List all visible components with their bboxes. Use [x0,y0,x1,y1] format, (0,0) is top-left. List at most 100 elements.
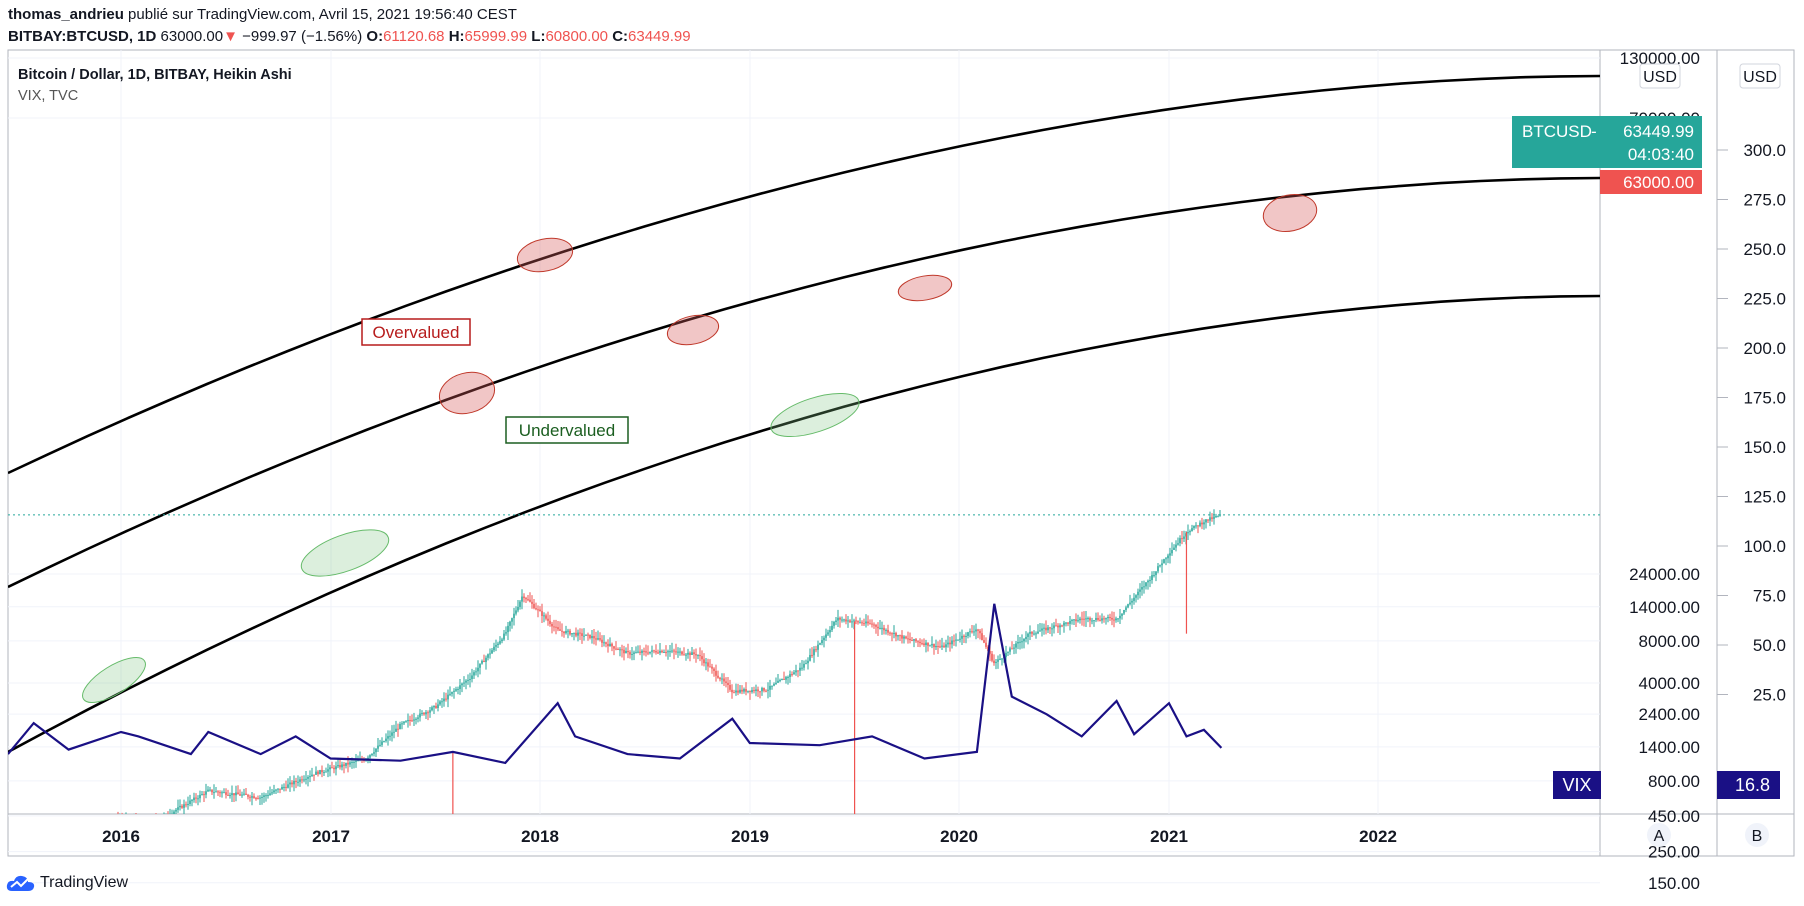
candle-body [11,847,13,848]
tradingview-logo[interactable]: TradingView [6,873,128,893]
vix-legend[interactable]: VIX, TVC [18,88,79,104]
candle-body [501,639,503,642]
candle-body [817,644,819,650]
candle-body [1155,571,1157,576]
candle-body [525,598,527,600]
candle-body [635,652,637,654]
overvalued-annotation: Overvalued [361,318,471,346]
candle-body [293,780,295,785]
candle-body [369,755,371,758]
candle-body [395,728,397,732]
candle-body [415,718,417,720]
candle-body [829,630,831,633]
candle-body [515,610,517,614]
candle-body [809,654,811,661]
candle-body [559,629,561,631]
candle-body [513,613,515,619]
candle-body [871,623,873,625]
candle-body [1093,620,1095,622]
price-tick-label: 1400.00 [1639,738,1700,757]
candle-body [499,641,501,644]
candle-body [199,794,201,799]
candle-body [337,764,339,767]
candle-body [955,639,957,641]
candle-body [157,822,159,823]
candle-body [81,839,83,843]
candle-body [905,636,907,639]
main-legend[interactable]: Bitcoin / Dollar, 1D, BITBAY, Heikin Ash… [18,67,292,83]
overvalued-label: Overvalued [373,323,460,342]
down-arrow-icon: ▼ [223,28,238,45]
candle-body [621,649,623,651]
candle-body [9,847,11,848]
candle-body [385,738,387,742]
candle-body [1119,615,1121,619]
candle-body [811,654,813,656]
candle-body [1057,625,1059,628]
candle-body [1077,620,1079,622]
candle-body [1171,549,1173,554]
price-tick-label: 450.00 [1648,807,1700,826]
candle-body [439,701,441,705]
candle-body [437,704,439,708]
price-tick-label: 24000.00 [1629,565,1700,584]
price-tick-label: 800.00 [1648,772,1700,791]
candle-body [631,653,633,655]
candle-body [581,633,583,636]
candle-body [979,630,981,634]
candle-body [299,779,301,782]
candle-body [633,652,635,654]
candle-body [813,649,815,656]
candle-body [111,821,113,822]
candle-body [1017,641,1019,644]
candle-body [897,635,899,637]
candle-body [995,661,997,664]
candle-body [1141,587,1143,590]
badge-countdown: 04:03:40 [1628,145,1694,164]
candle-body [255,798,257,800]
candle-body [1117,618,1119,620]
candle-body [151,820,153,822]
candle-body [697,655,699,657]
last-price-badge-value: 63000.00 [1623,173,1694,192]
publish-info: thomas_andrieu publié sur TradingView.co… [8,6,517,23]
svg-text:-: - [1591,122,1597,141]
candle-body [593,636,595,639]
candle-body [121,821,123,822]
auto-scale-button-b[interactable]: B [1745,823,1769,847]
candle-body [113,821,115,822]
candle-body [1025,636,1027,639]
candle-body [795,670,797,673]
band-curve [8,74,1600,475]
candle-body [619,649,621,651]
candle-body [401,723,403,725]
candle-body [469,678,471,680]
candle-body [147,820,149,822]
candle-body [307,776,309,779]
candle-body [413,719,415,721]
candle-body [409,719,411,721]
candle-body [309,776,311,778]
candle-body [257,798,259,800]
candle-body [927,642,929,646]
candle-body [29,848,31,850]
candle-body [503,633,505,640]
brand-name: TradingView [40,874,129,891]
candle-body [989,651,991,654]
candle-body [313,774,315,776]
vix-unit-button[interactable]: USD [1739,63,1781,89]
candle-body [627,651,629,653]
candle-body [921,643,923,645]
candle-body [739,689,741,693]
auto-scale-button-a[interactable]: A [1647,823,1671,847]
candle-body [1169,553,1171,556]
price-unit-button[interactable]: USD [1639,63,1681,89]
candle-body [931,643,933,646]
candle-body [945,644,947,648]
candle-body [923,643,925,646]
candle-body [517,606,519,611]
candle-body [701,656,703,660]
candle-body [21,848,23,849]
candle-body [919,641,921,644]
